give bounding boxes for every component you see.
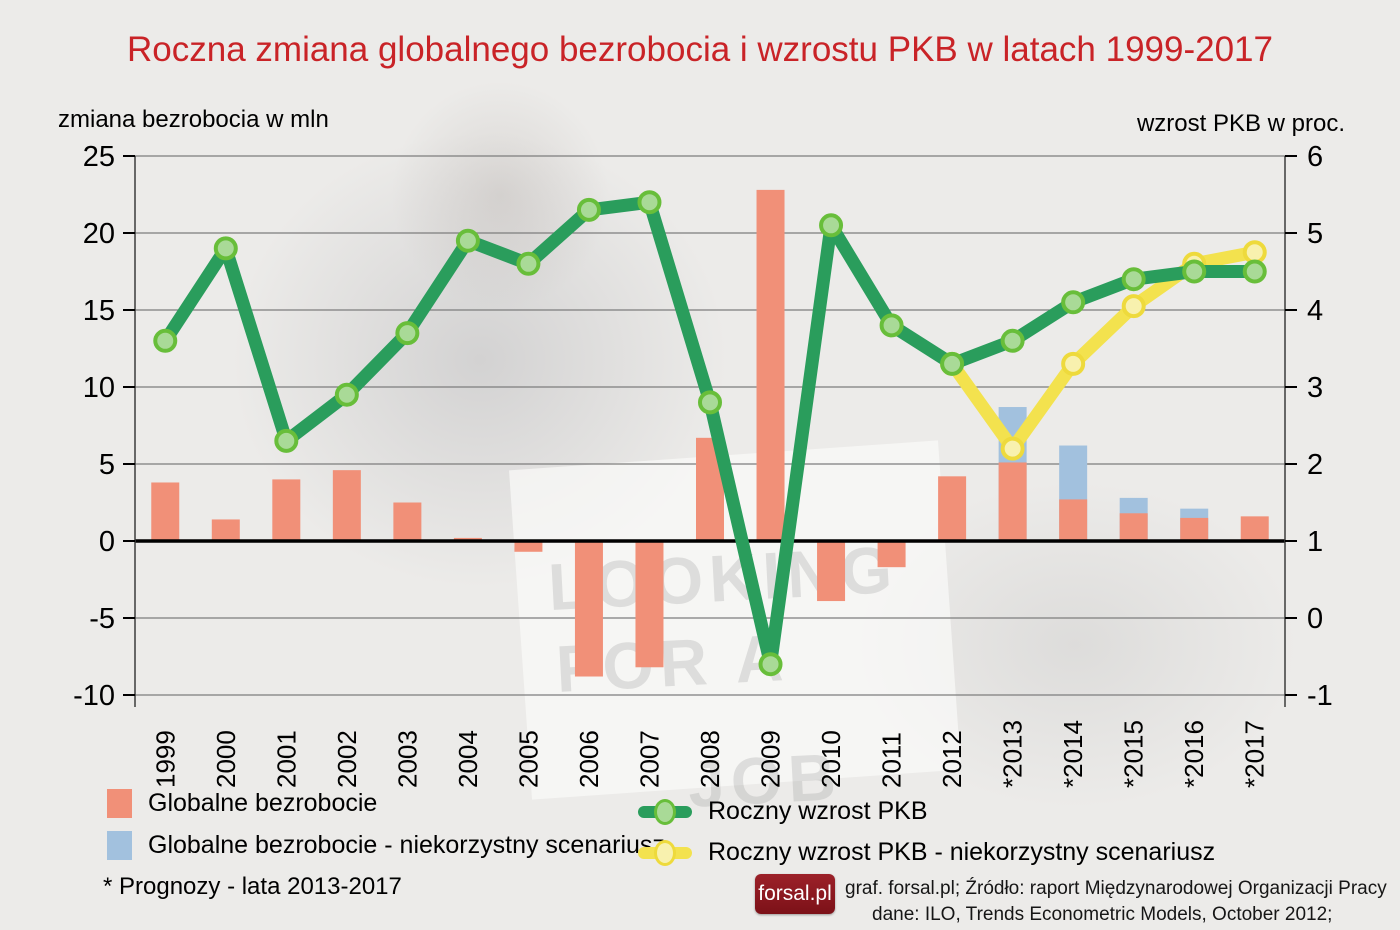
legend-item-globalne-bezrobocie-scenariusz: Globalne bezrobocie - niekorzystny scena… — [107, 831, 665, 860]
left-axis-tick-label: -5 — [89, 603, 115, 635]
bar-unemployment — [635, 541, 664, 668]
legend-label: Roczny wzrost PKB — [708, 797, 928, 825]
year-label: *2013 — [998, 720, 1028, 788]
year-label: 2001 — [271, 730, 301, 788]
bar-unemployment — [1059, 499, 1088, 541]
right-axis-tick-label: 5 — [1307, 218, 1323, 250]
gdp-scenario-marker — [1000, 436, 1025, 461]
gdp-marker — [153, 328, 178, 353]
bar-unemployment — [151, 482, 180, 541]
year-label: 2002 — [332, 730, 362, 788]
gdp-marker — [334, 382, 359, 407]
left-axis-unit-label: zmiana bezrobocia w mln — [58, 106, 329, 133]
right-axis-unit-label: wzrost PKB w proc. — [1136, 110, 1345, 137]
year-label: 2010 — [816, 730, 846, 788]
bar-unemployment — [998, 462, 1027, 541]
gdp-marker — [516, 251, 541, 276]
left-axis-tick-label: 20 — [83, 218, 115, 250]
gdp-marker — [940, 351, 965, 376]
gdp-marker — [576, 197, 601, 222]
left-axis-tick-label: 0 — [99, 526, 115, 558]
left-axis-tick-label: 10 — [83, 372, 115, 404]
gdp-marker — [698, 390, 722, 415]
gdp-scenario-marker — [1242, 240, 1267, 265]
legend-item-wzrost-pkb-scenariusz: Roczny wzrost PKB - niekorzystny scenari… — [638, 838, 1215, 867]
gdp-marker — [637, 190, 662, 215]
gdp-marker — [1061, 290, 1086, 315]
chart-title: Roczna zmiana globalnego bezrobocia i wz… — [127, 30, 1273, 69]
gdp-marker — [1182, 259, 1207, 284]
left-axis-tick-label: 15 — [83, 295, 115, 327]
bar-unemployment — [1180, 517, 1209, 541]
legend-label: Globalne bezrobocie - niekorzystny scena… — [148, 831, 665, 859]
year-label: 2004 — [453, 730, 483, 788]
gdp-marker — [758, 652, 783, 677]
gdp-marker — [1242, 259, 1267, 284]
bar-unemployment — [877, 541, 906, 568]
right-axis-tick-label: -1 — [1307, 680, 1333, 712]
bar-unemployment — [756, 189, 785, 541]
bar-unemployment — [938, 476, 967, 541]
year-label: *2015 — [1119, 720, 1149, 788]
right-axis-tick-label: 2 — [1307, 449, 1323, 481]
source-line-1: graf. forsal.pl; Źródło: raport Międzyna… — [845, 878, 1387, 899]
bar-unemployment — [514, 541, 543, 552]
forsal-logo: forsal.pl — [755, 874, 835, 914]
gdp-line — [158, 195, 1262, 671]
gdp-scenario-marker — [1061, 351, 1086, 376]
legend-marker-green — [654, 798, 676, 825]
bar-unemployment — [393, 502, 422, 541]
gdp-marker — [455, 228, 480, 253]
gdp-marker — [213, 236, 238, 261]
legend-line-yellow — [638, 839, 692, 866]
bar-unemployment — [574, 541, 603, 677]
legend-item-globalne-bezrobocie: Globalne bezrobocie — [107, 789, 377, 818]
year-label: 2003 — [392, 730, 422, 788]
year-label: *2014 — [1058, 720, 1088, 788]
gdp-marker — [274, 428, 299, 453]
source-line-2: dane: ILO, Trends Econometric Models, Oc… — [872, 904, 1333, 925]
gdp-marker — [1000, 328, 1025, 353]
legend-line-green — [638, 798, 692, 825]
right-axis-tick-label: 4 — [1307, 295, 1323, 327]
bar-unemployment — [817, 541, 846, 602]
right-axis-tick-label: 0 — [1307, 603, 1323, 635]
bar-unemployment — [1240, 516, 1269, 541]
left-axis-tick-label: -10 — [73, 680, 115, 712]
legend-swatch-unemployment-scenario — [107, 831, 132, 860]
legend-swatch-unemployment — [107, 789, 132, 818]
year-label: 2008 — [695, 730, 725, 788]
legend-marker-yellow — [654, 839, 676, 866]
right-axis-tick-label: 3 — [1307, 372, 1323, 404]
gdp-scenario-marker — [1121, 294, 1146, 319]
legend-label: Roczny wzrost PKB - niekorzystny scenari… — [708, 838, 1216, 866]
left-axis-tick-label: 5 — [99, 449, 115, 481]
left-axis-tick-label: 25 — [83, 141, 115, 173]
year-label: 2000 — [211, 730, 241, 788]
year-label: *2017 — [1240, 720, 1270, 788]
year-label: 2006 — [574, 730, 604, 788]
gdp-marker — [879, 313, 904, 338]
year-label: 2011 — [877, 732, 907, 788]
bar-unemployment — [332, 470, 361, 541]
gdp-marker — [819, 213, 844, 238]
bar-unemployment — [1119, 513, 1148, 541]
forecast-footnote: * Prognozy - lata 2013-2017 — [103, 873, 402, 900]
gdp-marker — [1121, 267, 1146, 292]
gdp-marker — [395, 321, 420, 346]
legend-item-wzrost-pkb: Roczny wzrost PKB — [638, 797, 928, 826]
bar-unemployment — [211, 519, 240, 541]
year-label: 2012 — [937, 730, 967, 788]
right-axis-tick-label: 6 — [1307, 141, 1323, 173]
year-label: 2009 — [756, 730, 786, 788]
year-label: 1999 — [150, 730, 180, 788]
right-axis-tick-label: 1 — [1307, 526, 1323, 558]
bar-unemployment — [272, 479, 301, 541]
year-label: 2005 — [513, 730, 543, 788]
year-label: 2007 — [634, 730, 664, 788]
year-label: *2016 — [1179, 720, 1209, 788]
legend-label: Globalne bezrobocie — [148, 789, 378, 817]
